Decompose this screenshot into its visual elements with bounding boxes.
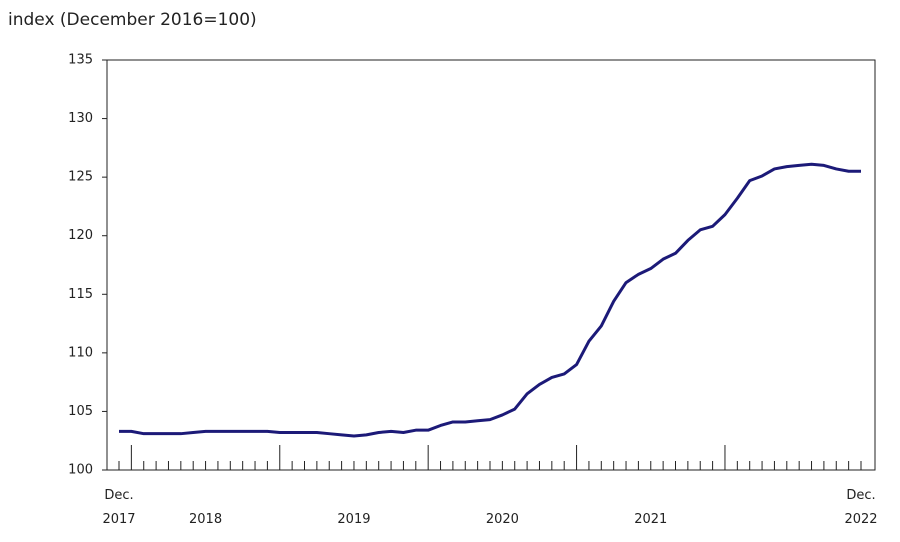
y-tick-label: 105 [68,404,93,419]
y-tick-label: 130 [68,111,93,126]
data-line [119,162,861,438]
x-tick-label: Dec. 2022 [844,488,878,527]
y-tick-label: 125 [68,170,93,185]
x-tick-label: 2020 [485,512,519,527]
y-tick-label: 100 [68,463,93,478]
y-tick-label: 110 [68,345,93,360]
y-tick-label: 135 [68,53,93,68]
x-tick-label: 2019 [337,512,371,527]
y-tick-label: 120 [68,228,93,243]
x-tick-label: 2021 [634,512,668,527]
plot-frame [106,59,876,471]
x-tick-label: 2018 [189,512,223,527]
y-tick-label: 115 [68,287,93,302]
x-tick-label: Dec. 2017 [102,488,136,527]
chart-title: index (December 2016=100) [8,10,257,30]
